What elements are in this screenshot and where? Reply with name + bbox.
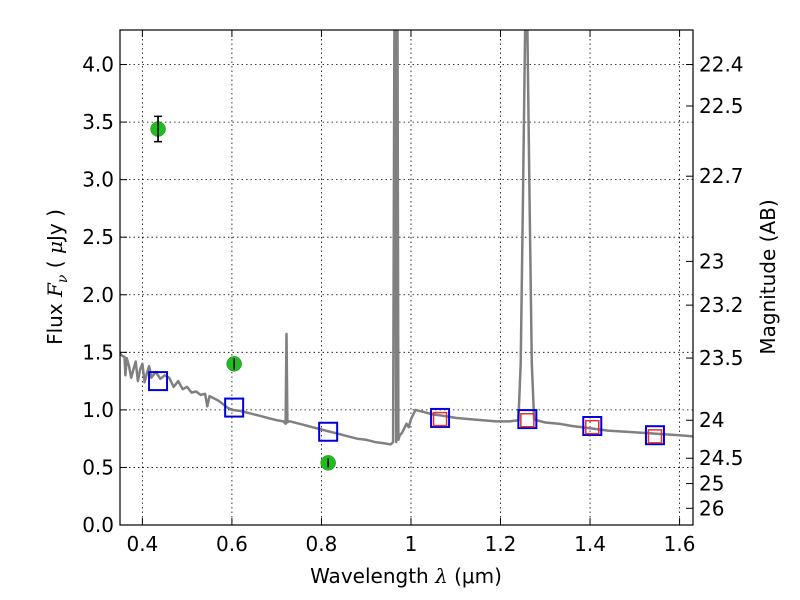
x-tick-label: 1.6: [664, 532, 696, 556]
model-photometry-square: [318, 421, 339, 442]
x-tick-label: 0.6: [216, 532, 248, 556]
x-tick-label: 1.4: [574, 532, 606, 556]
observed-nir-square: [432, 411, 448, 427]
plot-frame: [119, 29, 694, 526]
y-tick-label: 2.0: [82, 283, 114, 307]
model-photometry-square: [224, 397, 245, 418]
y2-axis-label: Magnitude (AB): [756, 199, 780, 354]
y-tick-label: 1.5: [82, 340, 114, 364]
y2-tick-label: 26: [699, 496, 724, 520]
axis-ticks: [120, 30, 693, 526]
y-tick-label: 0.0: [82, 513, 114, 537]
model-photometry-square: [644, 425, 665, 446]
x-tick-label: 1.2: [485, 532, 517, 556]
y-tick-label: 3.0: [82, 168, 114, 192]
y2-tick-label: 22.5: [699, 94, 744, 118]
x-tick-label: 1: [405, 532, 418, 556]
x-tick-label: 0.4: [126, 532, 158, 556]
y-tick-label: 0.5: [82, 455, 114, 479]
observed-nir-square: [585, 419, 600, 435]
y2-tick-label: 24.5: [699, 446, 744, 470]
x-tick-label: 0.8: [306, 532, 338, 556]
y-tick-label: 2.5: [82, 225, 114, 249]
model-photometry-square: [517, 409, 538, 430]
y-axis-label: Flux Fν ( μJy ): [43, 209, 71, 345]
model-photometry-square: [148, 371, 169, 392]
model-photometry-square: [430, 407, 451, 428]
y2-tick-label: 22.4: [699, 53, 744, 77]
y-tick-label: 1.0: [82, 398, 114, 422]
data-layer: [120, 30, 693, 471]
x-axis-label: Wavelength λ (μm): [310, 564, 502, 588]
y2-tick-label: 25: [699, 472, 724, 496]
tick-labels: 0.4 0.6 0.8 1 1.2 1.4 1.6 0.0 0.5 1.0 1.5 2.0 2.5 3.0…: [82, 53, 743, 556]
plot-background: [120, 30, 693, 525]
y-tick-label: 3.5: [82, 110, 114, 134]
y2-tick-label: 22.7: [699, 164, 744, 188]
y2-tick-label: 24: [699, 408, 724, 432]
model-photometry-square: [582, 416, 603, 436]
y2-tick-label: 23: [699, 249, 724, 273]
observed-nir-square: [647, 429, 663, 444]
y2-tick-label: 23.5: [699, 346, 744, 370]
y-tick-label: 4.0: [82, 53, 114, 77]
y2-tick-label: 23.2: [699, 293, 744, 317]
observed-nir-square: [520, 412, 535, 428]
